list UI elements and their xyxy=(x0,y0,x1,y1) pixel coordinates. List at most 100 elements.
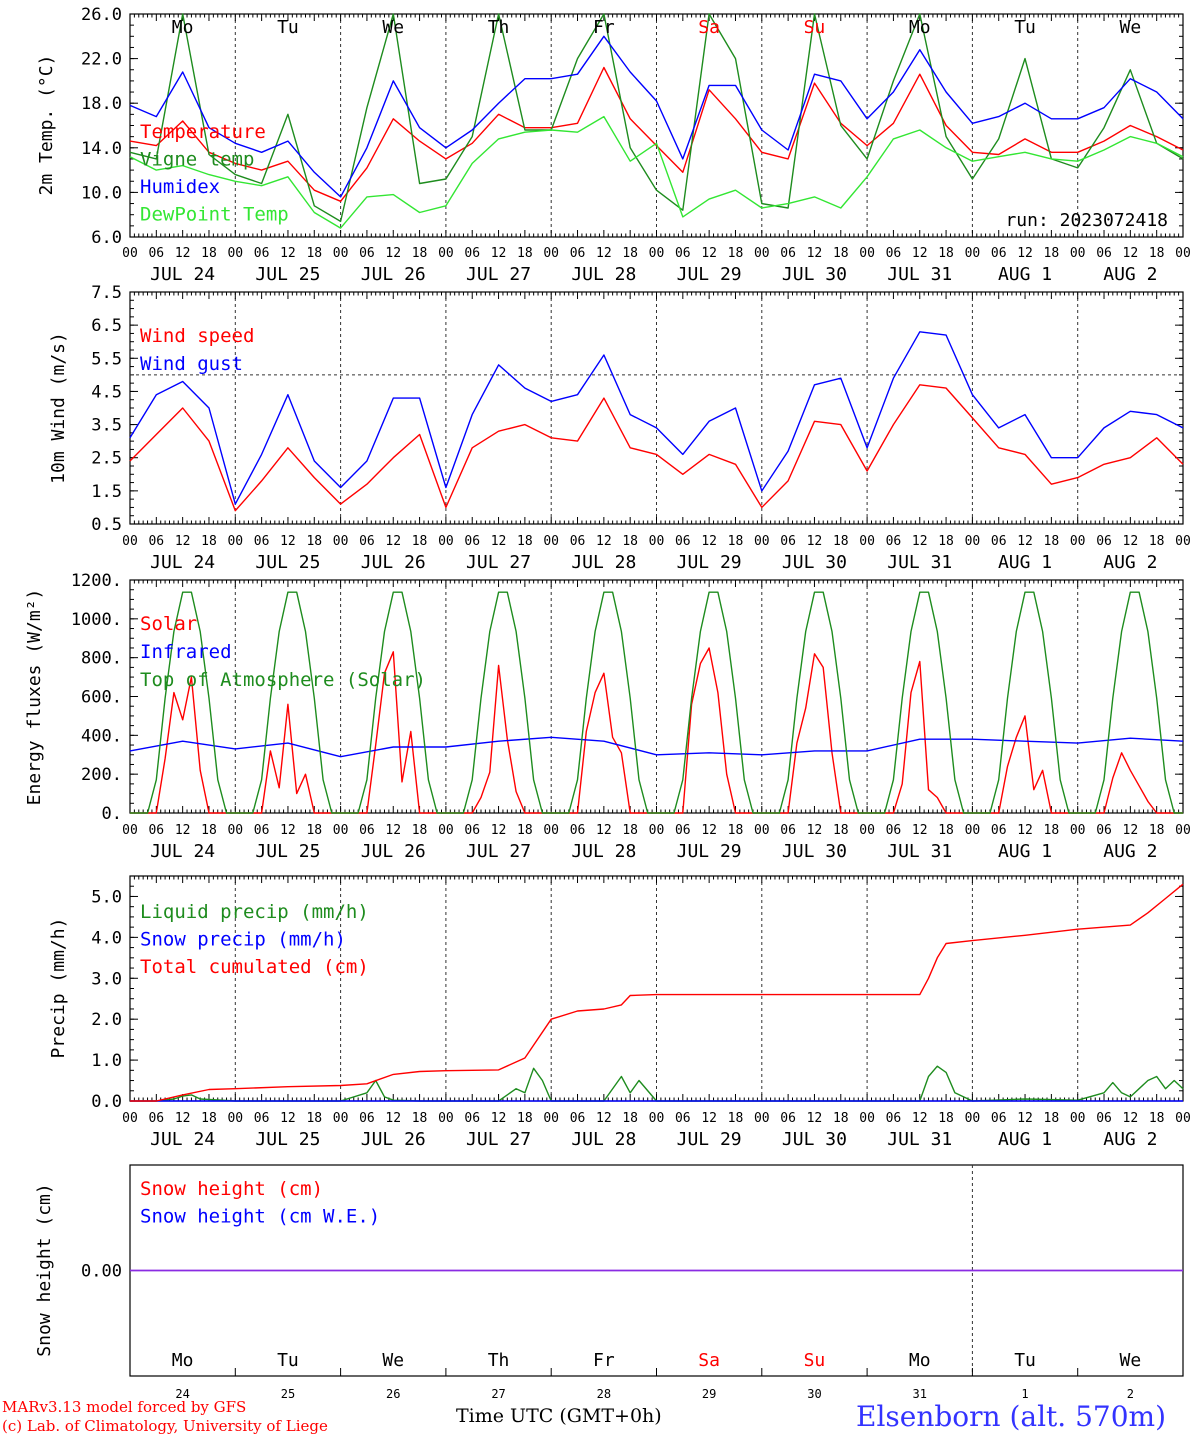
hour-label: 00 xyxy=(543,1111,559,1126)
hour-label: 12 xyxy=(596,246,612,261)
legend-entry: Snow height (cm W.E.) xyxy=(140,1206,380,1228)
hour-label: 18 xyxy=(728,823,744,838)
x-axis-title: Time UTC (GMT+0h) xyxy=(456,1405,662,1427)
date-label: JUL 30 xyxy=(782,1129,847,1150)
hour-label: 12 xyxy=(807,246,823,261)
legend-entry: Wind speed xyxy=(140,325,254,347)
weekday-label: Su xyxy=(804,17,826,38)
day-number-label: 26 xyxy=(386,1387,400,1401)
hour-label: 12 xyxy=(385,246,401,261)
y-tick-label: 22.0 xyxy=(81,50,122,70)
hour-label: 00 xyxy=(122,246,138,261)
weekday-label: Fr xyxy=(593,17,615,38)
y-tick-label: 600. xyxy=(81,688,122,708)
series-line-total-cumulated-cm- xyxy=(130,883,1184,1102)
date-label: JUL 24 xyxy=(150,841,215,862)
y-tick-label: 0.5 xyxy=(91,515,122,535)
hour-label: 18 xyxy=(833,534,849,549)
legend-entry: Infrared xyxy=(140,641,232,663)
hour-label: 00 xyxy=(1175,823,1191,838)
date-label: AUG 1 xyxy=(998,552,1052,573)
hour-label: 18 xyxy=(833,823,849,838)
date-label: JUL 30 xyxy=(782,264,847,285)
date-label: JUL 27 xyxy=(466,552,531,573)
hour-label: 12 xyxy=(701,1111,717,1126)
hour-label: 00 xyxy=(649,823,665,838)
hour-label: 18 xyxy=(517,1111,533,1126)
hour-label: 06 xyxy=(570,246,586,261)
weekday-label: Mo xyxy=(909,17,931,38)
hour-label: 00 xyxy=(1175,246,1191,261)
hour-label: 00 xyxy=(649,246,665,261)
y-tick-label: 800. xyxy=(81,649,122,669)
weekday-label: Su xyxy=(804,1350,826,1371)
hour-label: 00 xyxy=(965,1111,981,1126)
hour-label: 12 xyxy=(491,1111,507,1126)
date-label: JUL 29 xyxy=(677,552,742,573)
y-tick-label: 6.5 xyxy=(91,316,122,336)
hour-label: 06 xyxy=(675,1111,691,1126)
hour-label: 18 xyxy=(201,246,217,261)
hour-label: 18 xyxy=(622,534,638,549)
hour-label: 12 xyxy=(1017,823,1033,838)
weekday-label: Tu xyxy=(1014,17,1036,38)
hour-label: 00 xyxy=(859,1111,875,1126)
hour-label: 00 xyxy=(122,823,138,838)
weekday-label: We xyxy=(1120,17,1142,38)
hour-label: 00 xyxy=(1070,1111,1086,1126)
hour-label: 00 xyxy=(859,823,875,838)
hour-label: 00 xyxy=(649,534,665,549)
series-line-infrared xyxy=(129,736,1184,758)
date-label: AUG 2 xyxy=(1103,264,1157,285)
hour-label: 18 xyxy=(306,823,322,838)
day-number-label: 27 xyxy=(491,1387,505,1401)
hour-label: 00 xyxy=(543,534,559,549)
y-axis-title: Energy fluxes (W/m²) xyxy=(24,589,45,806)
weekday-label: Sa xyxy=(698,1350,720,1371)
hour-label: 06 xyxy=(991,823,1007,838)
hour-label: 00 xyxy=(227,1111,243,1126)
y-tick-label: 10.0 xyxy=(81,183,122,203)
hour-label: 06 xyxy=(254,1111,270,1126)
hour-label: 12 xyxy=(1123,534,1139,549)
legend-entry: Liquid precip (mm/h) xyxy=(140,901,369,923)
hour-label: 06 xyxy=(148,823,164,838)
series-line-dewpoint-temp xyxy=(129,115,1184,229)
hour-label: 18 xyxy=(938,534,954,549)
weekday-label: Tu xyxy=(277,17,299,38)
hour-label: 06 xyxy=(359,1111,375,1126)
date-label: JUL 24 xyxy=(150,264,215,285)
hour-label: 06 xyxy=(254,823,270,838)
hour-label: 18 xyxy=(728,534,744,549)
date-label: JUL 26 xyxy=(361,841,426,862)
hour-label: 12 xyxy=(1017,534,1033,549)
weekday-label: Mo xyxy=(172,17,194,38)
weekday-label: Tu xyxy=(277,1350,299,1371)
hour-label: 06 xyxy=(254,534,270,549)
y-tick-label: 14.0 xyxy=(81,139,122,159)
hour-label: 18 xyxy=(938,1111,954,1126)
hour-label: 18 xyxy=(201,1111,217,1126)
date-label: JUL 30 xyxy=(782,841,847,862)
hour-label: 06 xyxy=(886,534,902,549)
hour-label: 12 xyxy=(1017,246,1033,261)
legend-entry: Temperature xyxy=(140,121,266,143)
date-label: JUL 26 xyxy=(361,1129,426,1150)
hour-label: 00 xyxy=(333,534,349,549)
y-tick-label: 18.0 xyxy=(81,94,122,114)
y-axis-title: Snow height (cm) xyxy=(34,1183,55,1356)
hour-label: 06 xyxy=(780,823,796,838)
hour-label: 06 xyxy=(570,534,586,549)
day-number-label: 29 xyxy=(702,1387,716,1401)
y-tick-label: 2.5 xyxy=(91,449,122,469)
date-label: JUL 28 xyxy=(571,264,636,285)
series-line-top-of-atmosphere-solar- xyxy=(130,591,1183,814)
hour-label: 12 xyxy=(701,534,717,549)
hour-label: 00 xyxy=(1070,534,1086,549)
hour-label: 12 xyxy=(175,1111,191,1126)
hour-label: 12 xyxy=(175,534,191,549)
date-label: JUL 26 xyxy=(361,552,426,573)
hour-label: 06 xyxy=(359,534,375,549)
hour-label: 12 xyxy=(385,823,401,838)
